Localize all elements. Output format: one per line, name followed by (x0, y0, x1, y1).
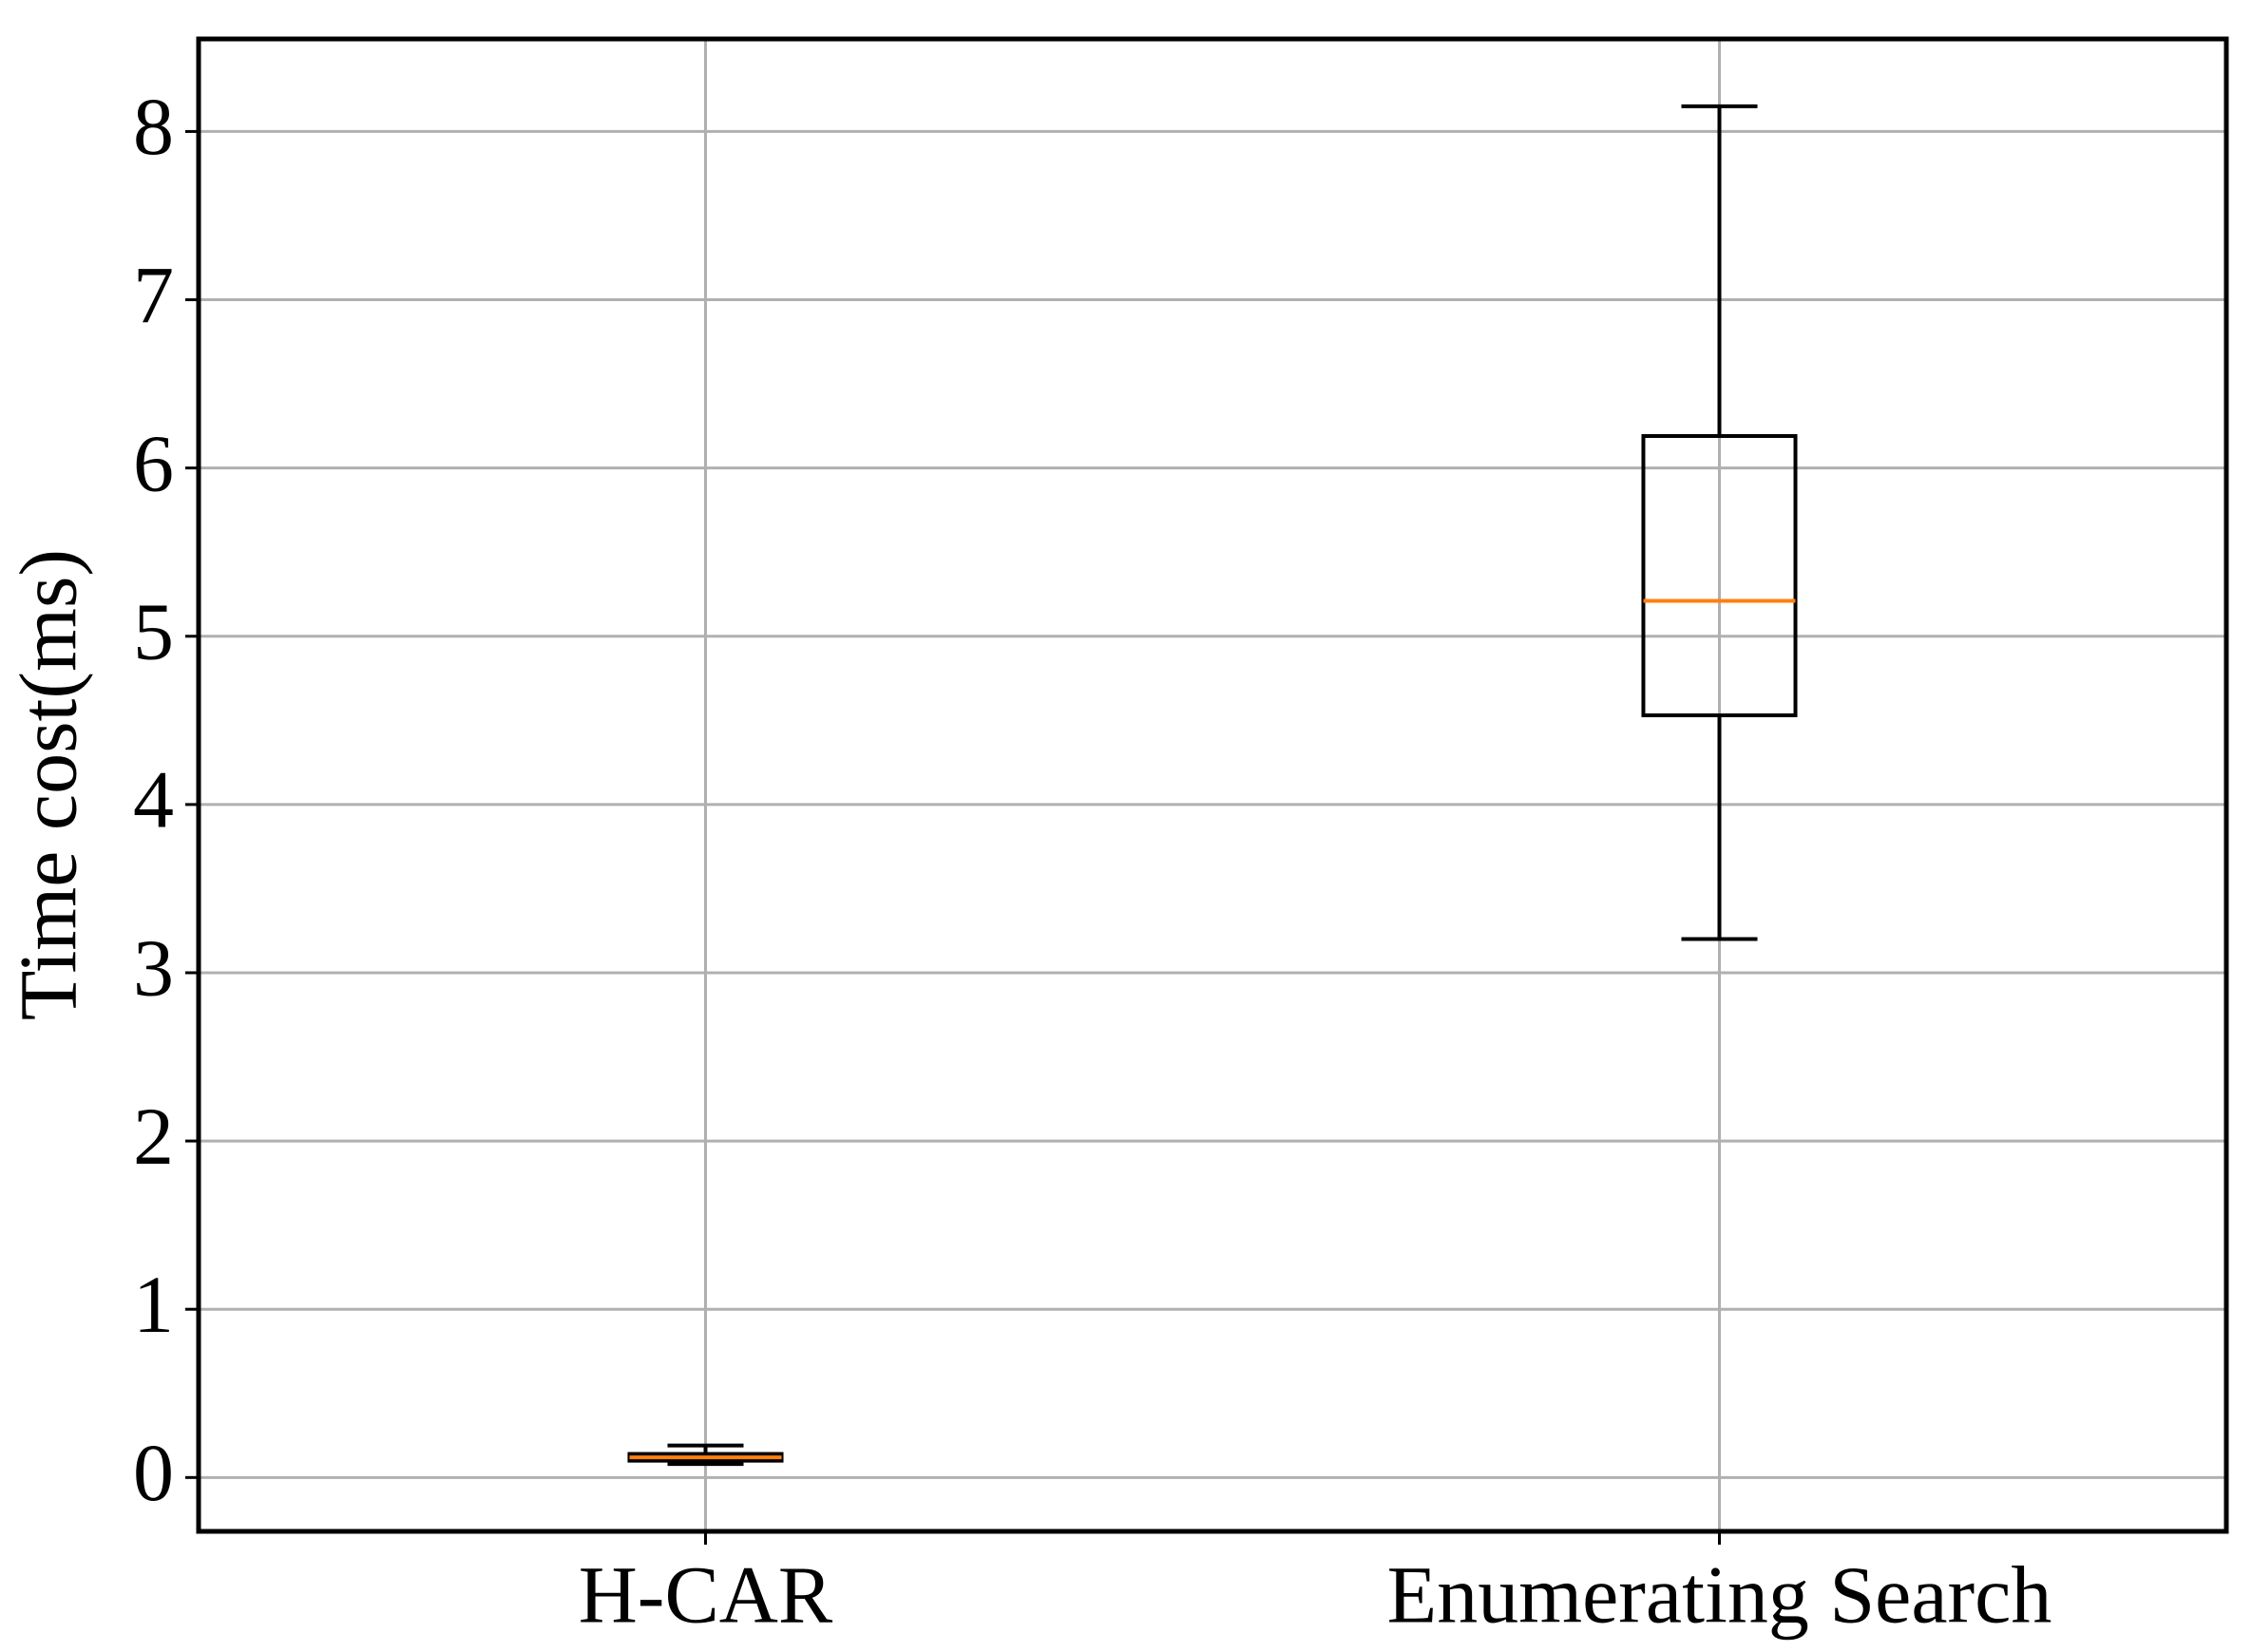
y-tick-label: 8 (133, 81, 174, 172)
y-tick-label: 4 (133, 754, 174, 845)
y-tick-label: 6 (133, 417, 174, 508)
x-tick-label: Enumerating Search (1387, 1549, 2052, 1641)
y-tick-label: 2 (133, 1091, 174, 1182)
marks (627, 104, 1798, 1467)
x-tick-label: H-CAR (579, 1549, 833, 1641)
y-tick-label: 5 (133, 585, 174, 676)
y-tick-label: 0 (133, 1427, 174, 1518)
y-tick-label: 7 (133, 249, 174, 340)
plot-frame (196, 36, 2229, 1534)
y-tick-label: 1 (133, 1259, 174, 1350)
y-tick-label: 3 (133, 922, 174, 1014)
y-axis-label: Time cost(ms) (3, 549, 94, 1020)
